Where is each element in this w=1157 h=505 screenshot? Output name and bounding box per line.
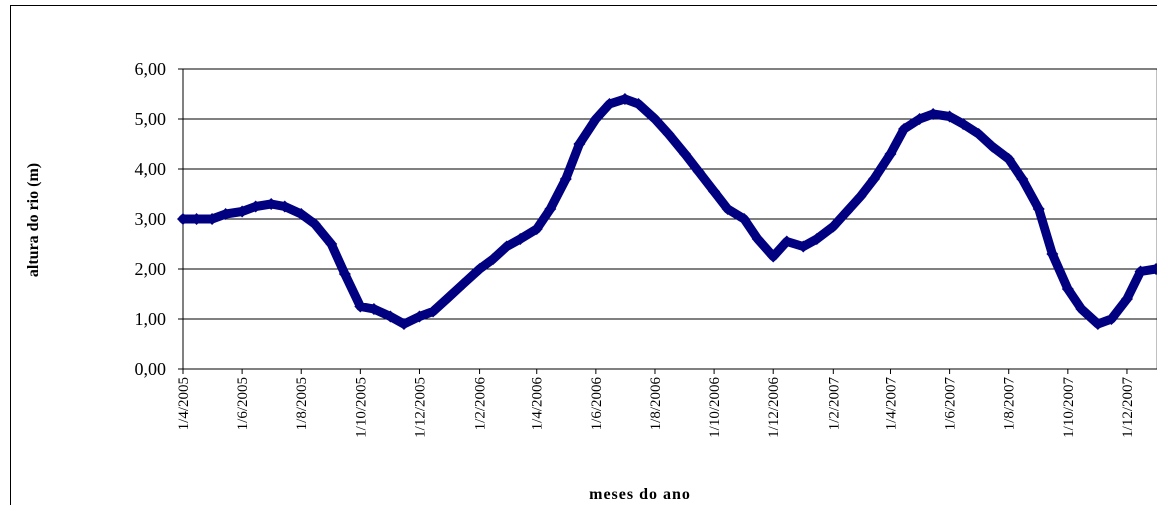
data-marker bbox=[827, 220, 840, 233]
data-marker bbox=[384, 310, 397, 323]
data-marker bbox=[487, 253, 500, 265]
x-tick-label: 1/6/2006 bbox=[589, 377, 605, 431]
data-marker bbox=[797, 240, 810, 253]
data-marker bbox=[249, 200, 262, 213]
x-tick-label: 1/6/2005 bbox=[235, 377, 251, 430]
data-marker bbox=[1046, 248, 1059, 260]
data-marker bbox=[530, 223, 543, 235]
x-tick-label: 1/8/2007 bbox=[1002, 377, 1018, 431]
data-marker bbox=[190, 213, 203, 225]
data-marker bbox=[648, 113, 661, 125]
data-marker bbox=[632, 98, 645, 110]
y-tick-label: 3,00 bbox=[135, 209, 167, 229]
data-marker bbox=[514, 233, 527, 245]
data-marker bbox=[1032, 203, 1045, 215]
y-tick-label: 4,00 bbox=[135, 159, 167, 179]
x-axis-title: meses do ano bbox=[589, 486, 691, 503]
data-marker bbox=[427, 305, 440, 318]
x-tick-label: 1/4/2006 bbox=[530, 377, 546, 431]
data-marker bbox=[443, 290, 456, 303]
data-marker bbox=[780, 235, 793, 248]
x-tick-label: 1/12/2006 bbox=[766, 377, 782, 438]
data-marker bbox=[559, 173, 572, 185]
data-marker bbox=[573, 138, 586, 150]
data-marker bbox=[295, 208, 308, 220]
x-tick-label: 1/6/2007 bbox=[943, 377, 959, 431]
data-marker bbox=[338, 268, 351, 280]
x-tick-label: 1/10/2006 bbox=[707, 377, 723, 438]
data-marker bbox=[265, 198, 278, 210]
data-marker bbox=[325, 238, 338, 250]
data-marker bbox=[927, 108, 940, 120]
data-marker bbox=[1150, 263, 1157, 275]
x-tick-label: 1/2/2007 bbox=[826, 377, 842, 431]
data-marker bbox=[854, 190, 867, 203]
y-tick-label: 1,00 bbox=[135, 309, 167, 329]
data-marker bbox=[457, 278, 470, 290]
x-tick-label: 1/12/2005 bbox=[412, 377, 428, 438]
chart-frame bbox=[10, 5, 1157, 505]
data-marker bbox=[972, 128, 985, 140]
data-marker bbox=[397, 318, 410, 330]
data-marker bbox=[679, 148, 692, 160]
y-tick-label: 0,00 bbox=[135, 359, 167, 379]
data-marker bbox=[767, 250, 780, 263]
x-tick-label: 1/4/2005 bbox=[176, 377, 192, 430]
data-marker bbox=[708, 185, 721, 198]
data-marker bbox=[354, 300, 367, 313]
data-marker bbox=[957, 118, 970, 130]
data-marker bbox=[367, 303, 380, 315]
y-tick-label: 5,00 bbox=[135, 109, 167, 129]
y-tick-label: 2,00 bbox=[135, 259, 167, 279]
data-marker bbox=[1091, 318, 1104, 330]
x-tick-label: 1/4/2007 bbox=[883, 377, 899, 431]
data-marker bbox=[500, 240, 513, 253]
x-tick-label: 1/10/2005 bbox=[353, 377, 369, 438]
data-marker bbox=[1002, 153, 1015, 165]
x-tick-label: 1/2/2006 bbox=[473, 377, 489, 431]
data-marker bbox=[868, 173, 881, 185]
y-axis-title: altura do rio (m) bbox=[25, 163, 42, 277]
data-marker bbox=[986, 140, 999, 153]
data-marker bbox=[810, 233, 823, 245]
x-tick-label: 1/10/2007 bbox=[1061, 377, 1077, 438]
y-tick-label: 6,00 bbox=[135, 59, 167, 79]
data-marker bbox=[721, 203, 734, 215]
data-marker bbox=[1105, 313, 1118, 325]
data-marker bbox=[278, 200, 291, 213]
data-marker bbox=[236, 205, 249, 218]
data-marker bbox=[884, 148, 897, 160]
data-marker bbox=[206, 213, 219, 225]
data-marker bbox=[1134, 265, 1147, 278]
data-marker bbox=[662, 128, 675, 140]
data-marker bbox=[898, 123, 911, 135]
data-marker bbox=[738, 213, 751, 225]
data-marker bbox=[1016, 173, 1029, 185]
data-marker bbox=[413, 310, 426, 323]
data-marker bbox=[751, 233, 764, 245]
data-marker bbox=[177, 213, 189, 225]
data-marker bbox=[692, 165, 705, 178]
data-marker bbox=[219, 208, 232, 220]
data-marker bbox=[1061, 283, 1074, 295]
data-marker bbox=[473, 263, 486, 275]
data-marker bbox=[1120, 293, 1133, 305]
data-marker bbox=[544, 203, 557, 215]
data-marker bbox=[618, 93, 631, 105]
data-marker bbox=[943, 110, 956, 123]
data-marker bbox=[603, 98, 616, 110]
data-marker bbox=[589, 113, 602, 125]
x-tick-label: 1/8/2005 bbox=[294, 377, 310, 430]
data-marker bbox=[308, 218, 321, 230]
data-marker bbox=[1075, 303, 1088, 315]
data-marker bbox=[840, 205, 853, 218]
x-tick-label: 1/8/2006 bbox=[648, 377, 664, 431]
data-marker bbox=[913, 113, 926, 125]
x-tick-label: 1/12/2007 bbox=[1120, 377, 1136, 438]
